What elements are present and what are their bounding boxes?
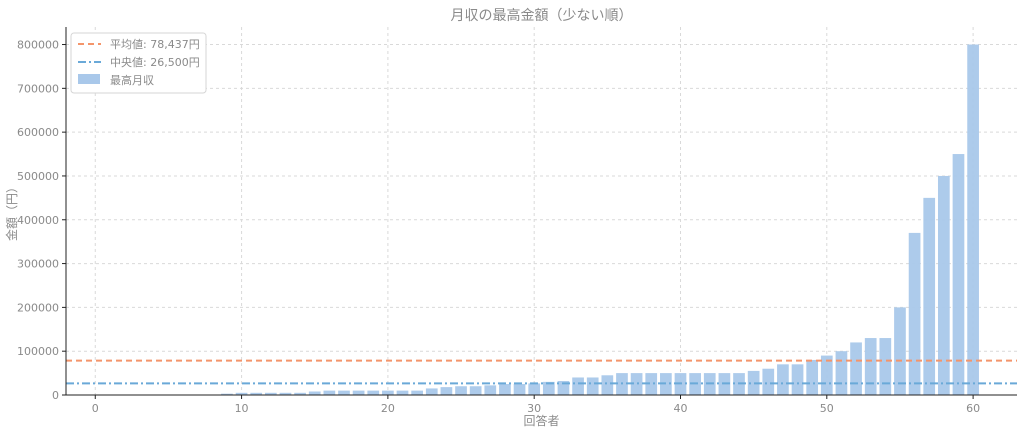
bar (952, 154, 965, 395)
bar (820, 355, 833, 395)
y-tick-label: 800000 (17, 39, 59, 52)
y-axis-title: 金額（円） (4, 181, 19, 241)
bar (601, 375, 614, 395)
bar (762, 368, 775, 395)
bar (806, 359, 819, 395)
bar (455, 386, 467, 395)
y-tick-label: 0 (52, 389, 59, 402)
y-tick-label: 100000 (17, 345, 59, 358)
bar (879, 338, 892, 395)
bar (425, 388, 438, 395)
bar (469, 386, 482, 395)
bar (396, 390, 409, 395)
bar (367, 390, 380, 395)
bar (484, 385, 497, 395)
x-axis-title: 回答者 (523, 413, 559, 428)
x-tick-label: 40 (673, 402, 687, 415)
bar (352, 390, 365, 395)
bar (557, 380, 570, 395)
legend-bar-swatch (78, 74, 100, 84)
x-tick-label: 10 (235, 402, 249, 415)
bar (937, 175, 950, 395)
y-tick-label: 600000 (17, 126, 59, 139)
y-tick-label: 500000 (17, 170, 59, 183)
bar (835, 351, 848, 395)
bar (791, 364, 804, 395)
bar (923, 197, 936, 395)
legend-box (70, 32, 207, 94)
bar (382, 390, 394, 395)
axes: 0 100000 200000 300000 400000 500000 600000 700… (17, 27, 1017, 415)
bar (221, 393, 233, 395)
legend-mean-text: 平均値: 78,437円 (110, 38, 200, 51)
bar (747, 370, 760, 395)
x-tick-label: 50 (820, 402, 834, 415)
bar (894, 307, 906, 395)
y-tick-label: 700000 (17, 82, 59, 95)
bar (294, 392, 306, 395)
bar (967, 44, 979, 396)
y-ticks: 0 100000 200000 300000 400000 500000 600000 700… (17, 39, 66, 402)
legend-median-text: 中央値: 26,500円 (110, 56, 200, 69)
bar (850, 342, 862, 395)
x-tick-label: 30 (527, 402, 541, 415)
bar (499, 384, 511, 395)
bar (308, 391, 321, 395)
x-tick-label: 20 (381, 402, 395, 415)
bar (279, 392, 292, 395)
reference-lines (66, 359, 1017, 385)
bar (250, 392, 263, 395)
bar (572, 377, 584, 395)
bar (323, 390, 336, 395)
bar (264, 392, 277, 395)
bar (908, 232, 921, 395)
bar (777, 364, 789, 395)
bar (411, 390, 423, 395)
chart-title: 月収の最高金額（少ない順） (451, 7, 633, 24)
x-tick-label: 0 (92, 402, 99, 415)
bar (645, 373, 658, 395)
bar (235, 392, 248, 395)
legend: 平均値: 78,437円 中央値: 26,500円 最高月収 (70, 32, 207, 94)
bar (864, 338, 877, 395)
bar (542, 381, 555, 395)
bar (338, 390, 350, 395)
bar (528, 383, 541, 395)
bar (630, 373, 643, 395)
bar (440, 387, 453, 395)
bar (586, 377, 599, 395)
y-tick-label: 300000 (17, 258, 59, 271)
x-tick-label: 60 (966, 402, 980, 415)
x-ticks: 0 10 20 30 40 50 60 (92, 395, 980, 415)
legend-bar-text: 最高月収 (110, 73, 154, 87)
y-tick-label: 200000 (17, 301, 59, 314)
y-tick-label: 400000 (17, 214, 59, 227)
bar (513, 384, 526, 395)
